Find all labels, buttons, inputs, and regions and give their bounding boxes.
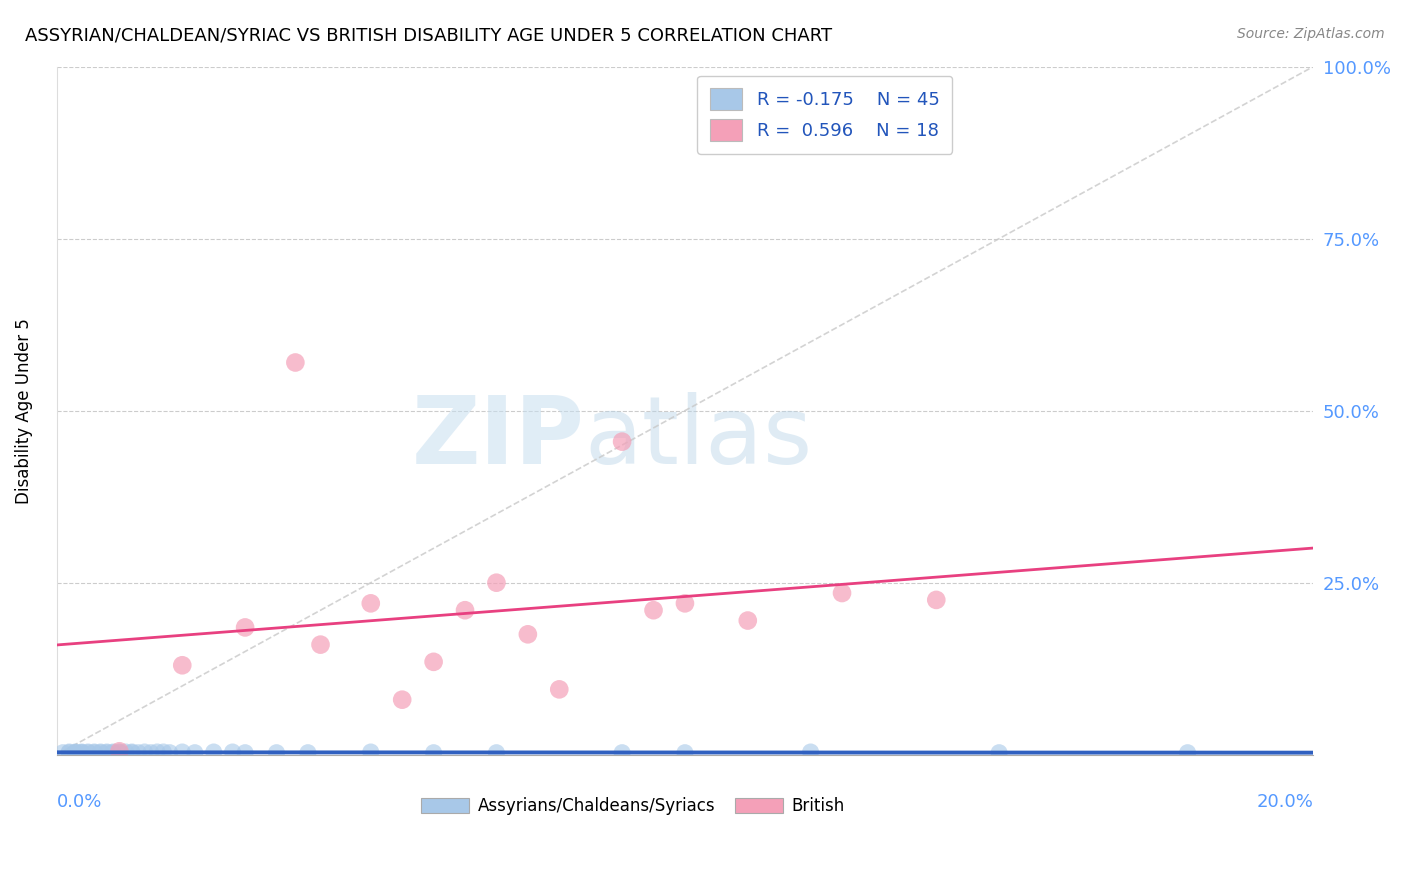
Point bbox=[70, 746, 93, 760]
Point bbox=[266, 746, 288, 760]
Text: atlas: atlas bbox=[585, 392, 813, 484]
Point bbox=[297, 746, 319, 760]
Point bbox=[309, 638, 332, 652]
Point bbox=[58, 746, 80, 760]
Text: Source: ZipAtlas.com: Source: ZipAtlas.com bbox=[1237, 27, 1385, 41]
Text: ASSYRIAN/CHALDEAN/SYRIAC VS BRITISH DISABILITY AGE UNDER 5 CORRELATION CHART: ASSYRIAN/CHALDEAN/SYRIAC VS BRITISH DISA… bbox=[25, 27, 832, 45]
Text: ZIP: ZIP bbox=[412, 392, 585, 484]
Point bbox=[65, 745, 87, 759]
Text: Assyrians/Chaldeans/Syriacs: Assyrians/Chaldeans/Syriacs bbox=[478, 797, 716, 814]
Point bbox=[737, 614, 759, 628]
Point bbox=[83, 746, 105, 760]
Point bbox=[127, 746, 149, 760]
Point bbox=[83, 745, 105, 759]
Point bbox=[221, 745, 243, 759]
Point bbox=[233, 620, 256, 634]
Point bbox=[108, 744, 131, 758]
Point bbox=[101, 746, 124, 760]
Point bbox=[454, 603, 477, 617]
Point bbox=[422, 655, 444, 669]
Point bbox=[52, 746, 75, 760]
Point bbox=[146, 745, 169, 759]
Point bbox=[172, 745, 194, 759]
Point bbox=[65, 746, 87, 760]
Point bbox=[159, 746, 181, 760]
Point bbox=[152, 745, 174, 759]
Text: 0.0%: 0.0% bbox=[56, 793, 103, 811]
Point bbox=[184, 746, 207, 760]
Point bbox=[391, 692, 413, 706]
Point bbox=[202, 745, 225, 759]
Point bbox=[673, 596, 696, 610]
Point bbox=[172, 658, 194, 673]
Point bbox=[90, 746, 112, 760]
Y-axis label: Disability Age Under 5: Disability Age Under 5 bbox=[15, 318, 32, 504]
Point bbox=[360, 596, 382, 610]
Point bbox=[284, 355, 307, 369]
Point bbox=[673, 746, 696, 760]
Point bbox=[139, 746, 162, 760]
FancyBboxPatch shape bbox=[735, 798, 783, 814]
Point bbox=[610, 434, 633, 449]
Point bbox=[516, 627, 538, 641]
Point bbox=[121, 746, 143, 760]
Point bbox=[96, 745, 118, 759]
FancyBboxPatch shape bbox=[420, 798, 468, 814]
Point bbox=[108, 745, 131, 759]
Point bbox=[121, 745, 143, 759]
Point bbox=[610, 746, 633, 760]
Point bbox=[360, 745, 382, 759]
Legend: R = -0.175    N = 45, R =  0.596    N = 18: R = -0.175 N = 45, R = 0.596 N = 18 bbox=[697, 76, 952, 154]
Point bbox=[548, 682, 571, 697]
Point bbox=[101, 745, 124, 759]
Point bbox=[96, 746, 118, 760]
Point bbox=[114, 745, 136, 759]
Point bbox=[65, 746, 87, 760]
Point bbox=[643, 603, 665, 617]
Point bbox=[108, 746, 131, 760]
Point bbox=[485, 575, 508, 590]
Point bbox=[831, 586, 853, 600]
Point bbox=[70, 745, 93, 759]
Point bbox=[77, 745, 100, 759]
Point bbox=[70, 746, 93, 760]
Point bbox=[800, 745, 823, 759]
Point bbox=[233, 746, 256, 760]
Text: British: British bbox=[792, 797, 845, 814]
Point bbox=[134, 745, 156, 759]
Point bbox=[58, 745, 80, 759]
Point bbox=[77, 746, 100, 760]
Point bbox=[925, 593, 948, 607]
Point bbox=[422, 746, 444, 760]
Text: 20.0%: 20.0% bbox=[1257, 793, 1313, 811]
Point bbox=[1177, 746, 1199, 760]
Point bbox=[485, 746, 508, 760]
Point bbox=[988, 746, 1011, 760]
Point bbox=[90, 745, 112, 759]
